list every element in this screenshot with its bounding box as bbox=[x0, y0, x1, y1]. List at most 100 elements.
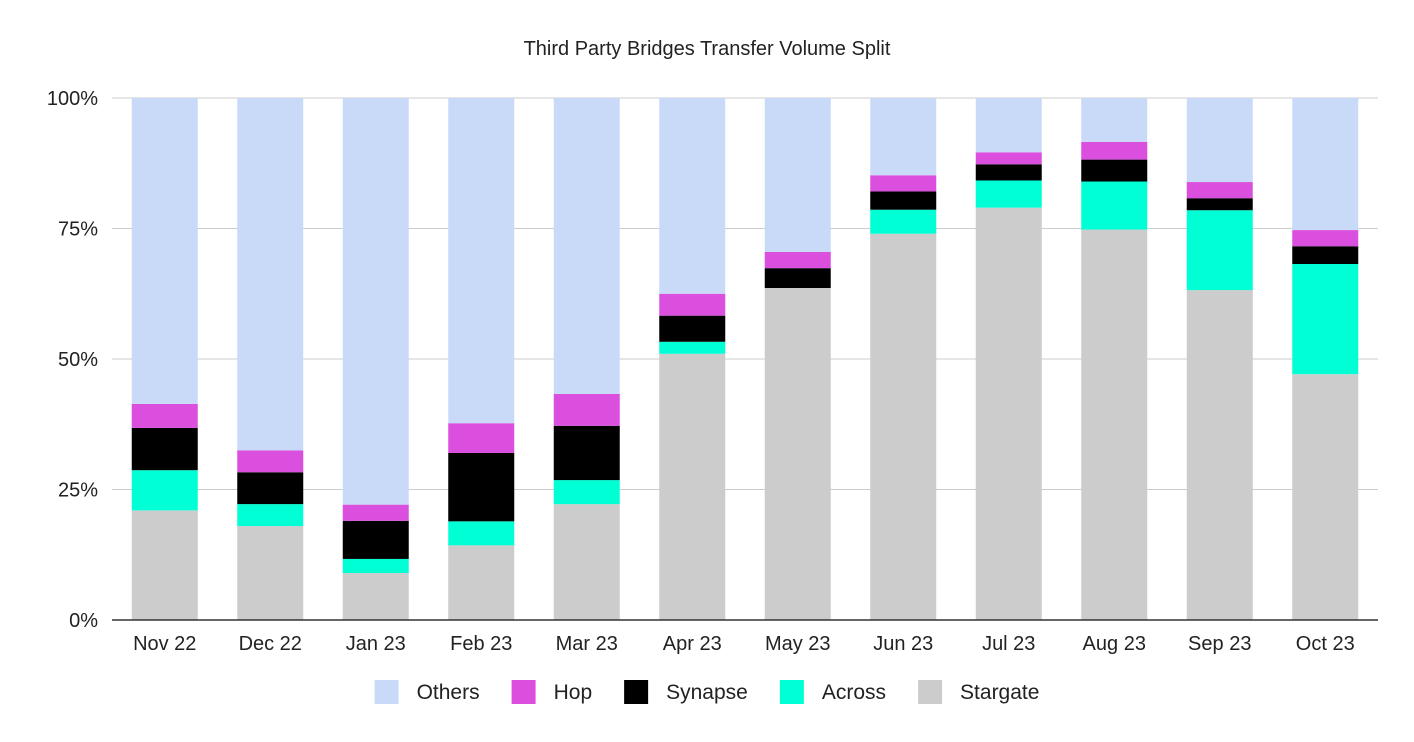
bar-segment-stargate bbox=[342, 573, 409, 620]
bar-segment-hop bbox=[1186, 182, 1253, 199]
legend-label: Across bbox=[822, 681, 886, 704]
x-tick-label: Sep 23 bbox=[1188, 633, 1251, 655]
bar-segment-hop bbox=[553, 393, 620, 426]
bar-segment-across bbox=[448, 521, 515, 546]
legend-swatch bbox=[624, 680, 649, 704]
legend-item-hop: Hop bbox=[511, 680, 593, 704]
bar-segment-across bbox=[1292, 263, 1359, 375]
bar-segment-hop bbox=[975, 152, 1042, 165]
bar-stack bbox=[1081, 98, 1148, 620]
bar-segment-others bbox=[1186, 98, 1253, 183]
x-axis-ticks: Nov 22 Dec 22 Jan 23 Feb 23 Mar 23 Apr 23 May … bbox=[133, 633, 1355, 655]
bar-stack bbox=[870, 98, 937, 620]
x-tick-label: Jul 23 bbox=[982, 633, 1035, 655]
bar-segment-others bbox=[870, 98, 937, 176]
bar-segment-stargate bbox=[448, 545, 515, 620]
y-tick-label: 100% bbox=[47, 88, 98, 110]
bar-stack bbox=[131, 98, 198, 620]
legend-swatch bbox=[779, 680, 804, 704]
bar-segment-stargate bbox=[764, 288, 831, 620]
bar-segment-others bbox=[131, 98, 198, 404]
bar-segment-synapse bbox=[870, 191, 937, 210]
bar-segment-stargate bbox=[237, 526, 304, 620]
bar-segment-synapse bbox=[1292, 246, 1359, 264]
legend-item-across: Across bbox=[779, 680, 886, 704]
bar-segment-others bbox=[764, 98, 831, 252]
y-axis-ticks: 0% 25% 50% 75% 100% bbox=[47, 88, 98, 632]
bar-segment-hop bbox=[870, 175, 937, 192]
bar-segment-stargate bbox=[1186, 290, 1253, 620]
bar-segment-synapse bbox=[237, 472, 304, 505]
bar-segment-others bbox=[975, 98, 1042, 153]
bar-stack bbox=[342, 98, 409, 620]
bar-segment-synapse bbox=[1081, 159, 1148, 182]
bars bbox=[131, 98, 1359, 620]
legend-label: Synapse bbox=[666, 681, 748, 704]
bar-segment-across bbox=[870, 209, 937, 234]
bar-segment-across bbox=[1186, 210, 1253, 291]
x-tick-label: May 23 bbox=[765, 633, 831, 655]
legend-label: Hop bbox=[554, 681, 593, 704]
bar-segment-stargate bbox=[975, 207, 1042, 620]
x-tick-label: Jun 23 bbox=[873, 633, 933, 655]
bar-segment-hop bbox=[342, 504, 409, 521]
y-tick-label: 0% bbox=[69, 610, 98, 632]
bar-segment-across bbox=[342, 558, 409, 574]
legend-swatch bbox=[374, 680, 399, 704]
legend-swatch bbox=[511, 680, 536, 704]
bar-segment-stargate bbox=[659, 353, 726, 620]
bar-segment-synapse bbox=[553, 425, 620, 481]
bar-segment-hop bbox=[659, 293, 726, 316]
bar-segment-across bbox=[659, 341, 726, 354]
bar-segment-hop bbox=[448, 423, 515, 453]
bar-segment-stargate bbox=[870, 233, 937, 620]
bar-segment-others bbox=[448, 98, 515, 424]
bar-segment-synapse bbox=[975, 164, 1042, 181]
bar-segment-across bbox=[553, 480, 620, 505]
y-tick-label: 75% bbox=[58, 219, 98, 241]
legend-label: Stargate bbox=[960, 681, 1039, 704]
x-tick-label: Feb 23 bbox=[450, 633, 512, 655]
bar-segment-across bbox=[237, 504, 304, 527]
bar-stack bbox=[237, 98, 304, 620]
bar-stack bbox=[1292, 98, 1359, 620]
x-tick-label: Apr 23 bbox=[663, 633, 722, 655]
x-tick-label: Oct 23 bbox=[1296, 633, 1355, 655]
bar-segment-others bbox=[553, 98, 620, 394]
x-tick-label: Jan 23 bbox=[346, 633, 406, 655]
bar-segment-synapse bbox=[131, 427, 198, 471]
bar-segment-hop bbox=[764, 251, 831, 269]
y-tick-label: 25% bbox=[58, 480, 98, 502]
bar-stack bbox=[448, 98, 515, 620]
bar-segment-others bbox=[659, 98, 726, 294]
bar-segment-across bbox=[1081, 181, 1148, 230]
legend-item-synapse: Synapse bbox=[624, 680, 748, 704]
x-tick-label: Mar 23 bbox=[556, 633, 618, 655]
bar-stack bbox=[659, 98, 726, 620]
bar-segment-across bbox=[131, 470, 198, 511]
legend-item-others: Others bbox=[374, 680, 480, 704]
gridlines bbox=[112, 97, 1378, 490]
bar-stack bbox=[1186, 98, 1253, 620]
x-tick-label: Aug 23 bbox=[1083, 633, 1146, 655]
y-tick-label: 50% bbox=[58, 349, 98, 371]
bar-segment-others bbox=[1292, 98, 1359, 231]
legend-swatch bbox=[918, 680, 943, 704]
bar-segment-synapse bbox=[659, 315, 726, 342]
bar-stack bbox=[553, 98, 620, 620]
legend-item-stargate: Stargate bbox=[918, 680, 1039, 704]
bar-segment-others bbox=[237, 98, 304, 451]
legend: Others Hop Synapse Across Stargate bbox=[374, 680, 1039, 704]
bar-segment-others bbox=[342, 98, 409, 505]
bar-segment-synapse bbox=[764, 268, 831, 289]
bar-stack bbox=[764, 98, 831, 620]
bar-segment-hop bbox=[1292, 230, 1359, 247]
bar-segment-synapse bbox=[342, 520, 409, 559]
legend-label: Others bbox=[417, 681, 480, 704]
bar-segment-stargate bbox=[553, 504, 620, 620]
bar-segment-across bbox=[975, 180, 1042, 208]
x-tick-label: Nov 22 bbox=[133, 633, 196, 655]
x-tick-label: Dec 22 bbox=[239, 633, 302, 655]
bar-segment-hop bbox=[1081, 141, 1148, 160]
